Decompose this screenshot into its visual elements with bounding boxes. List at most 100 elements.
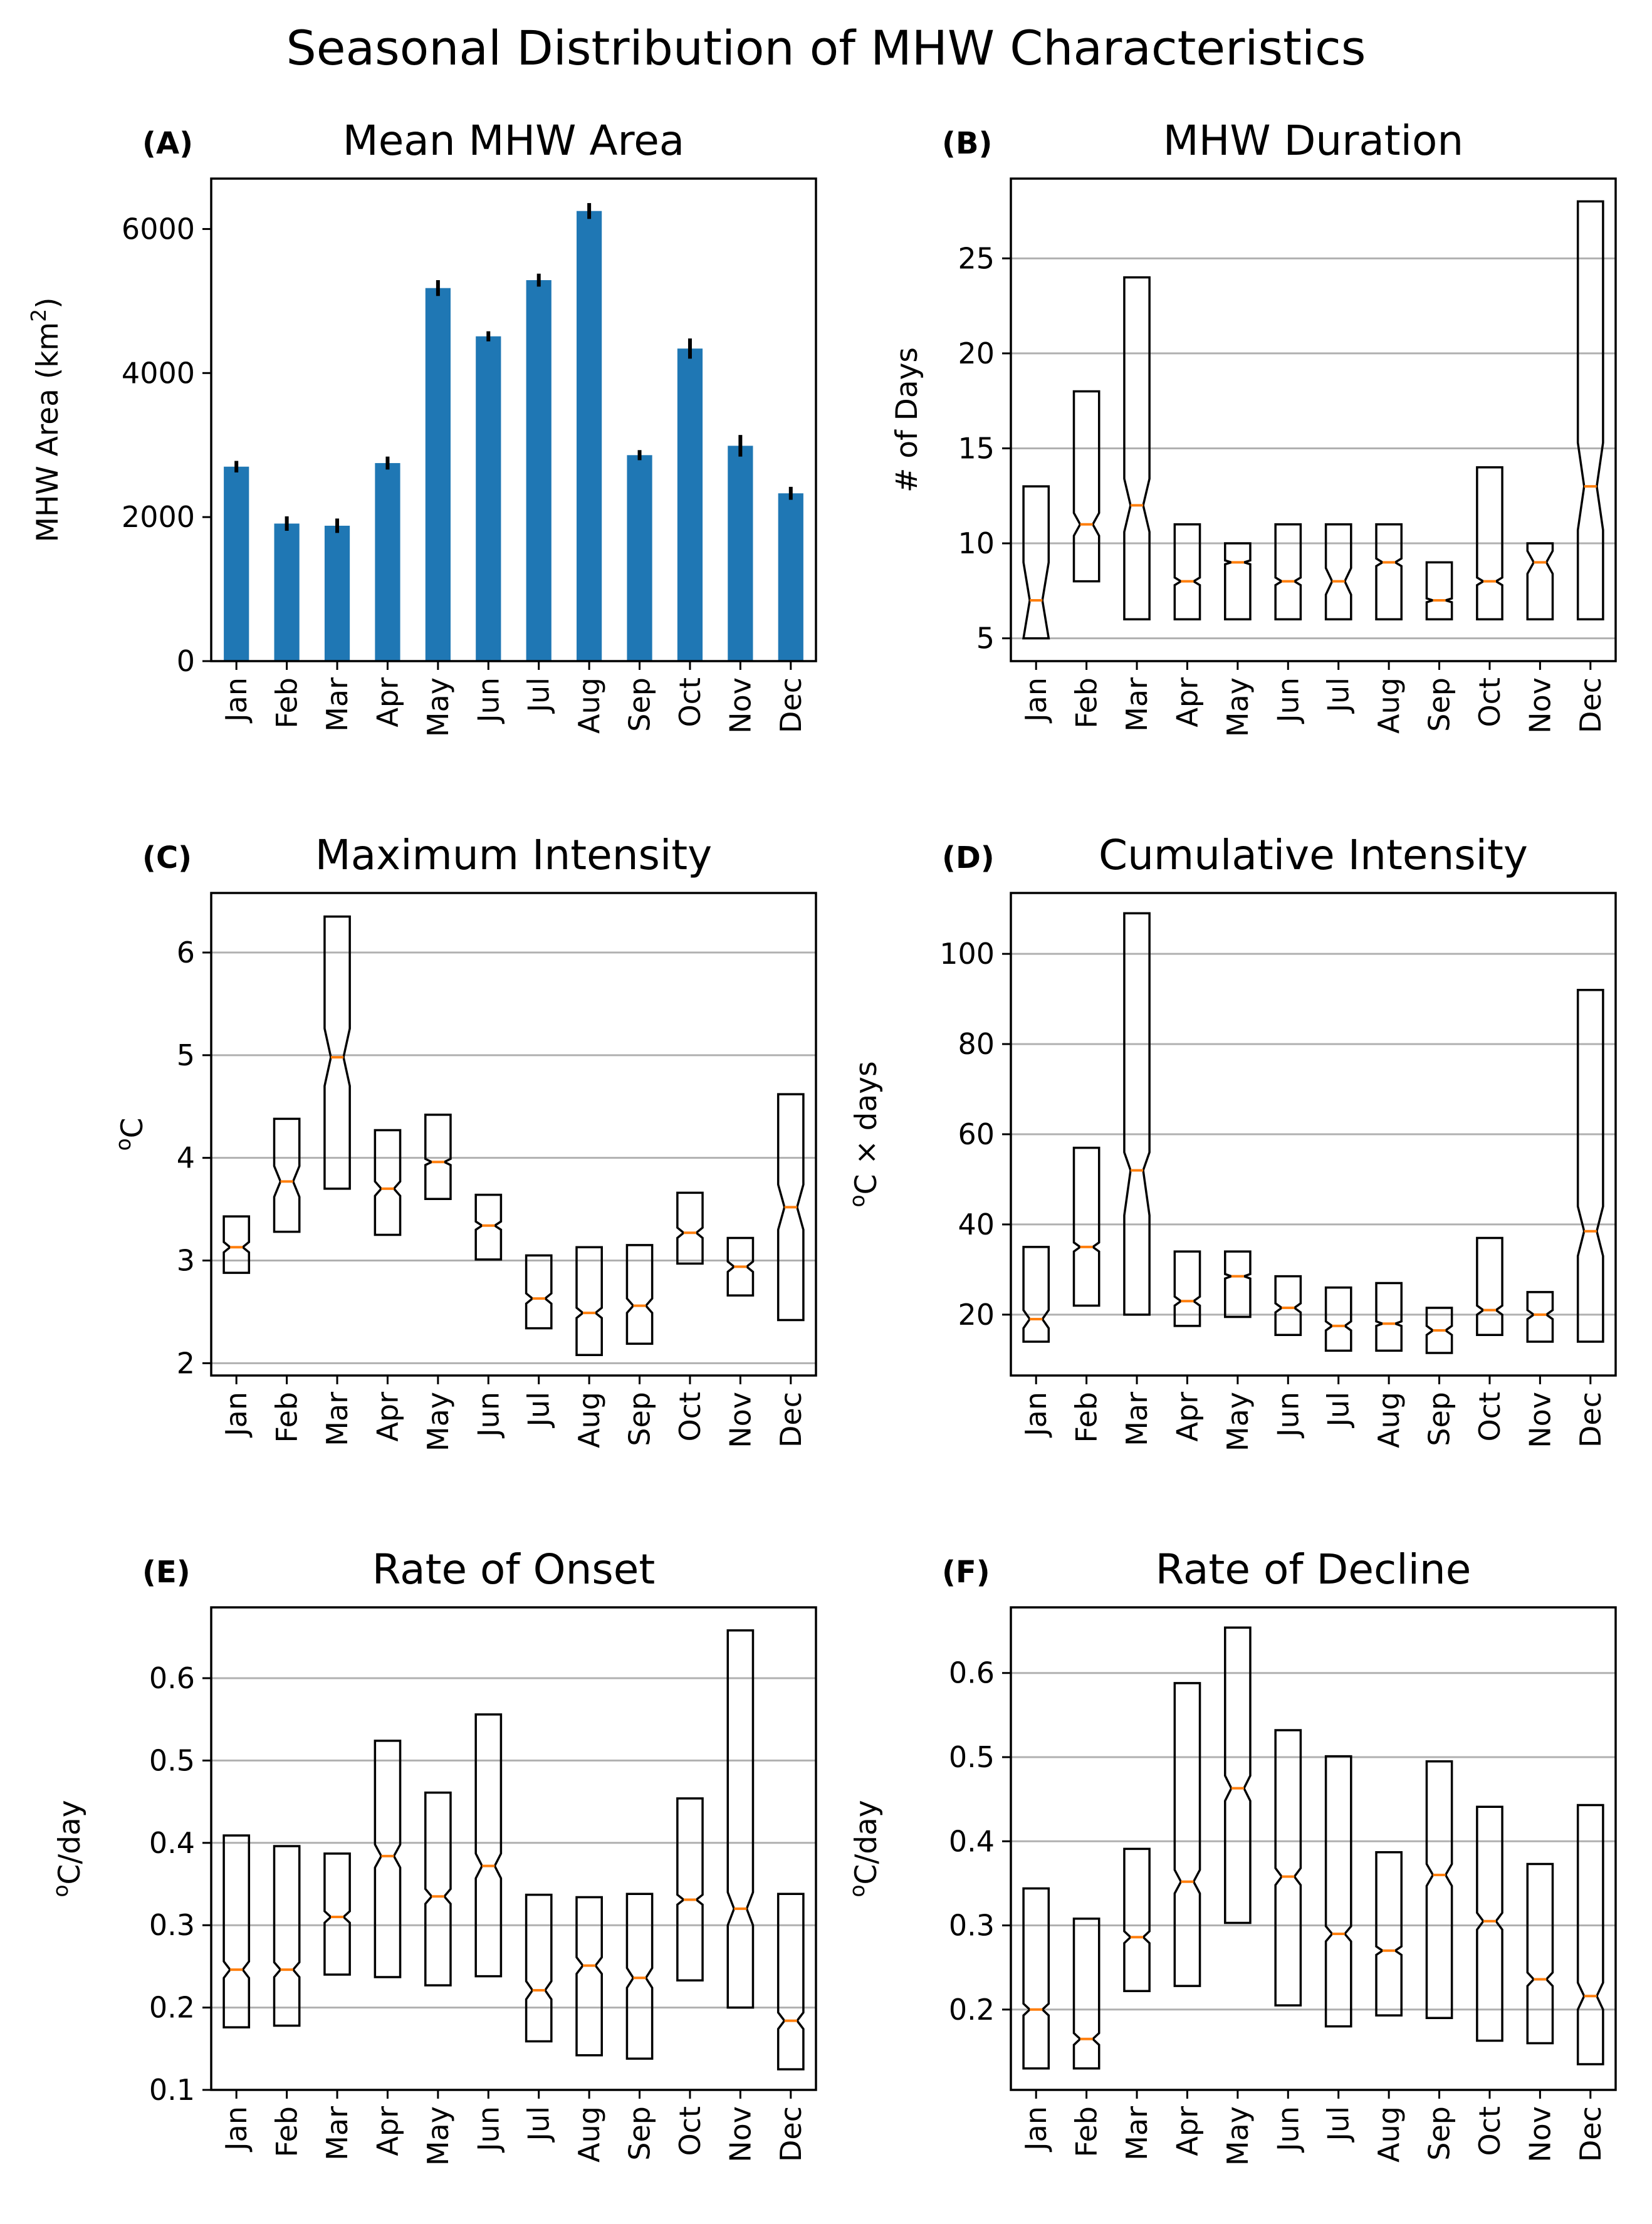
x-tick-label: Jul xyxy=(522,1392,556,1429)
y-tick-label: 15 xyxy=(958,431,995,465)
box-mar xyxy=(1123,912,1151,1316)
x-tick-label: Apr xyxy=(1170,677,1204,728)
x-tick-label: Dec xyxy=(1574,677,1608,733)
box-nov xyxy=(1526,542,1554,621)
y-axis-label: # of Days xyxy=(890,347,924,493)
x-tick-label: Sep xyxy=(1423,2106,1456,2161)
x-tick-label: Dec xyxy=(774,2106,808,2162)
x-tick-label: Jun xyxy=(471,2106,505,2153)
x-tick-label: Dec xyxy=(1574,1392,1608,1448)
box-mar xyxy=(1123,1847,1151,1992)
y-tick-label: 0.2 xyxy=(149,1991,195,2025)
axes-frame xyxy=(210,177,817,662)
x-tick-label: Aug xyxy=(1372,2106,1406,2163)
y-tick-label: 0.1 xyxy=(149,2073,195,2107)
panel-f: 0.2 0.3 0.4 0.5 0.6 Jan Feb Mar Apr May Jun Jul Aug S… xyxy=(845,1545,1617,2166)
x-tick-label: Apr xyxy=(1170,2106,1204,2156)
box-may xyxy=(1224,1626,1252,1924)
x-tick-label: May xyxy=(421,1392,455,1451)
panel-label: (D) xyxy=(942,840,995,875)
x-tick-label: Aug xyxy=(1372,1392,1406,1448)
x-tick-label: Aug xyxy=(572,1392,606,1448)
x-tick-label: May xyxy=(1221,2106,1255,2166)
x-tick-label: Feb xyxy=(1070,2106,1104,2157)
y-tick-label: 0.5 xyxy=(949,1740,995,1774)
x-tick-label: Nov xyxy=(723,2106,757,2163)
panel-title: MHW Duration xyxy=(1163,117,1463,165)
panel-title: Rate of Onset xyxy=(372,1545,656,1594)
x-tick-label: Sep xyxy=(623,677,657,732)
x-tick-label: Jul xyxy=(522,2106,556,2143)
y-tick-label: 3 xyxy=(177,1244,195,1278)
box-jan xyxy=(1022,1887,1050,2070)
box-nov xyxy=(726,1236,755,1297)
x-tick-label: Oct xyxy=(1473,2106,1507,2156)
box-sep xyxy=(625,1892,654,2060)
box-may xyxy=(424,1114,452,1200)
box-feb xyxy=(1072,1146,1100,1307)
y-tick-label: 0.5 xyxy=(149,1743,195,1777)
axes-frame xyxy=(1010,1606,1617,2091)
y-tick-label: 0.3 xyxy=(949,1909,995,1943)
x-tick-label: Apr xyxy=(370,677,404,728)
box-oct xyxy=(676,1191,704,1265)
x-tick-label: Apr xyxy=(1170,1392,1204,1442)
box-apr xyxy=(374,1740,402,1978)
y-axis-label-text: C/day xyxy=(849,1800,884,1884)
box-nov xyxy=(726,1629,755,2009)
y-tick-label: 2000 xyxy=(122,500,195,534)
y-tick-label: 20 xyxy=(958,337,995,370)
panel-e: 0.1 0.2 0.3 0.4 0.5 0.6 Jan Feb Mar Apr May Jun Jul A… xyxy=(48,1545,817,2166)
bar-dec xyxy=(778,493,803,661)
x-tick-label: May xyxy=(1221,1392,1255,1451)
y-tick-label: 0 xyxy=(177,644,195,678)
box-sep xyxy=(1425,1307,1453,1354)
x-tick-label: Jul xyxy=(1322,2106,1356,2143)
y-tick-label: 5 xyxy=(177,1038,195,1072)
box-jan xyxy=(222,1215,251,1274)
x-tick-label: Apr xyxy=(370,1392,404,1442)
box-apr xyxy=(1173,1682,1201,1987)
x-tick-label: Jun xyxy=(471,677,505,724)
panel-title: Mean MHW Area xyxy=(343,117,685,165)
x-tick-label: Dec xyxy=(774,1392,808,1448)
box-oct xyxy=(1476,1236,1503,1336)
y-axis-label-sup: o xyxy=(111,1138,135,1151)
panel-title: Cumulative Intensity xyxy=(1099,831,1528,879)
y-tick-label: 0.2 xyxy=(949,1993,995,2027)
box-dec xyxy=(1576,1804,1604,2065)
y-axis-label-text: C/day xyxy=(53,1800,87,1884)
panel-b: 5 10 15 20 25 Jan Feb Mar Apr May Jun Jul Aug Sep Oct N… xyxy=(890,117,1617,737)
x-tick-label: Jan xyxy=(219,2106,253,2153)
x-tick-label: Jan xyxy=(219,1392,253,1438)
x-tick-label: Feb xyxy=(1070,677,1104,728)
box-jun xyxy=(1274,1729,1302,2007)
box-aug xyxy=(1375,1282,1403,1352)
y-tick-label: 0.4 xyxy=(149,1826,195,1860)
box-apr xyxy=(1173,1250,1201,1327)
box-jan xyxy=(1022,1246,1050,1343)
x-tick-label: Dec xyxy=(1574,2106,1608,2162)
box-feb xyxy=(1072,390,1100,583)
bar-jun xyxy=(476,336,501,661)
x-tick-label: Mar xyxy=(320,2106,354,2161)
box-oct xyxy=(676,1797,704,1981)
box-jul xyxy=(525,1893,553,2043)
y-tick-label: 20 xyxy=(958,1298,995,1332)
box-jan xyxy=(1022,485,1050,640)
x-tick-label: Jan xyxy=(1019,1392,1053,1438)
x-tick-label: Feb xyxy=(270,1392,304,1443)
x-tick-label: Jul xyxy=(522,677,556,714)
figure-title: Seasonal Distribution of MHW Characteris… xyxy=(286,20,1366,76)
x-tick-label: Sep xyxy=(1423,1392,1456,1446)
x-tick-label: Jan xyxy=(219,677,253,724)
y-tick-label: 40 xyxy=(958,1208,995,1241)
y-axis-label: oC xyxy=(111,1117,150,1151)
x-tick-label: Jan xyxy=(1019,2106,1053,2153)
x-tick-label: Oct xyxy=(1473,677,1507,728)
box-jun xyxy=(1274,1275,1302,1336)
y-axis-label-sup: o xyxy=(845,1194,869,1207)
axes-frame xyxy=(1010,177,1617,662)
box-may xyxy=(1224,1250,1252,1318)
